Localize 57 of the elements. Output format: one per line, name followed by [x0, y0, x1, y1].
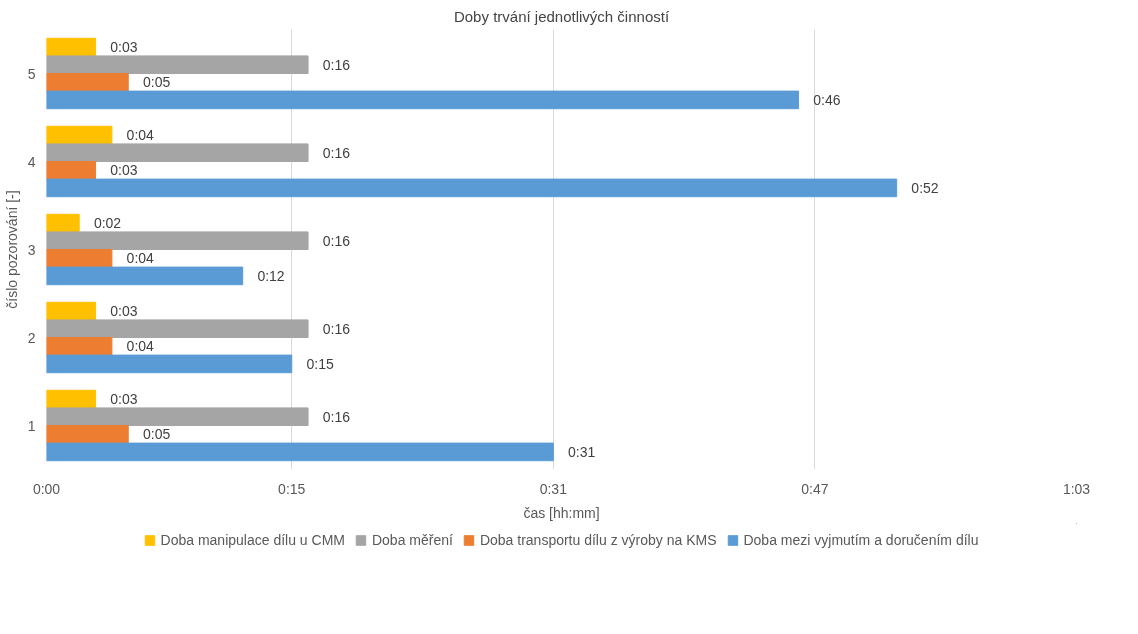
data-label: 0:12: [257, 267, 285, 284]
y-tick-label: 3: [27, 241, 36, 258]
data-label: 0:03: [110, 391, 138, 408]
bar: [46, 55, 309, 74]
bar: [46, 389, 97, 409]
bar: [46, 249, 113, 268]
data-label: 0:03: [110, 162, 138, 179]
data-label: 0:04: [126, 250, 155, 267]
data-label: 0:16: [322, 232, 351, 249]
bar: [46, 337, 113, 356]
x-tick-label: 0:47: [801, 480, 829, 497]
data-label: 0:16: [322, 320, 351, 337]
data-label: 0:31: [568, 443, 596, 460]
bar: [46, 125, 113, 145]
x-tick-label: 0:15: [278, 480, 306, 497]
data-label: 0:03: [110, 39, 138, 56]
data-label: 0:16: [322, 144, 351, 161]
bar: [46, 425, 129, 444]
x-tick-label: 0:00: [32, 480, 61, 497]
x-tick-label: 0:31: [539, 480, 568, 497]
legend-label: Doba transportu dílu z výroby na KMS: [479, 532, 717, 548]
data-label: 0:16: [322, 408, 351, 425]
bar: [46, 407, 309, 426]
chart-title: Doby trvání jednotlivých činností: [453, 7, 670, 25]
data-label: 0:03: [110, 303, 138, 320]
data-label: 0:02: [93, 215, 122, 232]
bar: [46, 442, 554, 462]
bar: [46, 213, 80, 233]
bar: [46, 73, 129, 92]
bar: [46, 143, 309, 162]
bar: [46, 231, 309, 250]
x-axis-title: čas [hh:mm]: [523, 504, 600, 521]
y-axis-title: číslo pozorování [-]: [3, 190, 20, 309]
y-tick-label: 5: [27, 65, 36, 82]
y-tick-label: 4: [27, 153, 36, 170]
data-label: 0:04: [126, 127, 155, 144]
bar: [46, 90, 800, 110]
y-tick-label: 2: [27, 329, 36, 346]
data-label: 0:15: [306, 355, 334, 372]
y-tick-label: 1: [27, 417, 36, 434]
bar: [46, 37, 97, 57]
bar: [46, 301, 97, 321]
data-label: 0:05: [142, 426, 171, 443]
data-label: 0:16: [322, 56, 351, 73]
bar: [46, 354, 293, 374]
bar: [46, 319, 309, 338]
data-label: 0:05: [142, 74, 171, 91]
data-label: 0:46: [813, 91, 841, 108]
bar: [46, 266, 244, 286]
data-label: 0:04: [126, 338, 155, 355]
legend-label: Doba mezi vyjmutím a doručením dílu: [743, 532, 979, 548]
bar: [46, 161, 97, 180]
data-label: 0:52: [911, 179, 939, 196]
legend-label: Doba měření: [371, 532, 453, 548]
legend-label: Doba manipulace dílu u CMM: [160, 532, 345, 548]
x-tick-label: 1:03: [1062, 480, 1091, 497]
bar: [46, 178, 898, 198]
